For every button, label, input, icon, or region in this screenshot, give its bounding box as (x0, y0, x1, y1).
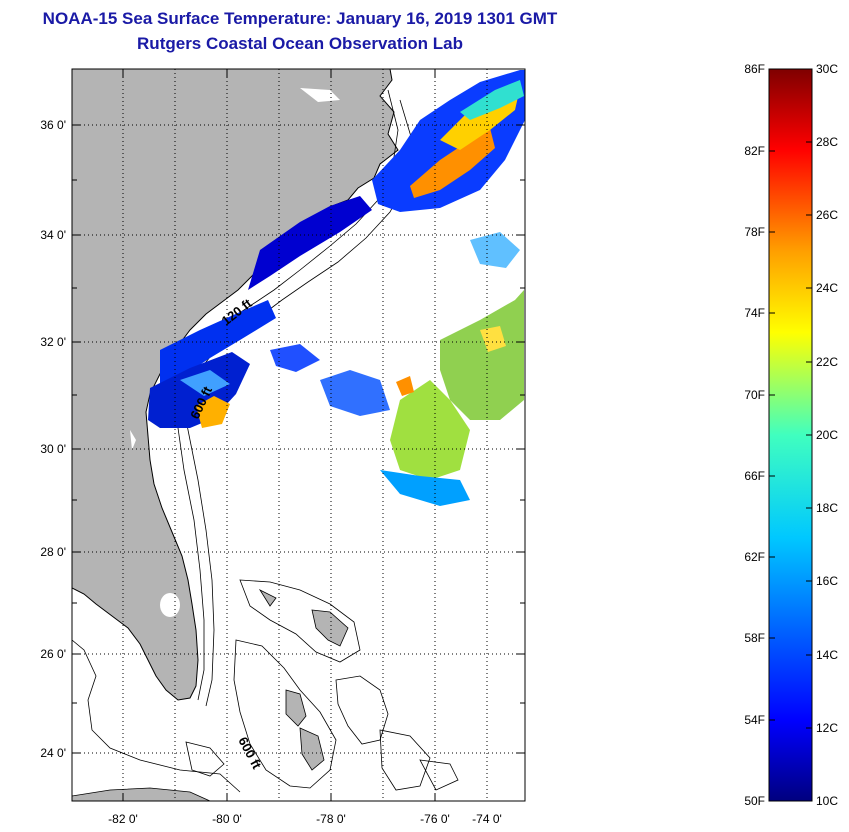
lat-label: 28 0' (40, 545, 66, 559)
latitude-labels: 36 0' 34 0' 32 0' 30 0' 28 0' 26 0' 24 0… (40, 118, 66, 760)
f-label: 50F (744, 794, 765, 808)
lat-label: 24 0' (40, 746, 66, 760)
bahamas-island (299, 727, 325, 771)
lat-label: 32 0' (40, 335, 66, 349)
f-label: 58F (744, 631, 765, 645)
lat-label: 34 0' (40, 228, 66, 242)
f-label: 62F (744, 550, 765, 564)
f-label: 70F (744, 388, 765, 402)
bahamas-island (285, 689, 307, 727)
c-label: 28C (816, 135, 838, 149)
c-label: 16C (816, 574, 838, 588)
colorbar-c-labels: 30C 28C 26C 24C 22C 20C 18C 16C 14C 12C … (816, 62, 838, 808)
lat-label: 36 0' (40, 118, 66, 132)
lake-okeechobee (160, 593, 180, 617)
bahamas-island (311, 609, 349, 647)
map-area: 120 ft 600 ft 600 ft (72, 69, 525, 801)
cuba-island (72, 787, 211, 801)
f-label: 78F (744, 225, 765, 239)
c-label: 22C (816, 355, 838, 369)
lake-shape (130, 430, 136, 450)
f-label: 54F (744, 713, 765, 727)
c-label: 12C (816, 721, 838, 735)
f-label: 86F (744, 62, 765, 76)
f-label: 66F (744, 469, 765, 483)
c-label: 18C (816, 501, 838, 515)
map-frame (71, 68, 526, 802)
colorbar-ticks (769, 141, 812, 729)
sound-shape (300, 88, 340, 102)
map-subtitle: Rutgers Coastal Ocean Observation Lab (137, 34, 463, 53)
lon-label: -80 0' (212, 812, 242, 826)
sst-data (148, 70, 525, 506)
lon-label: -76 0' (420, 812, 450, 826)
longitude-labels: -82 0' -80 0' -78 0' -76 0' -74 0' (108, 812, 502, 826)
f-label: 74F (744, 306, 765, 320)
f-label: 82F (744, 144, 765, 158)
axis-ticks (72, 69, 525, 801)
lat-label: 30 0' (40, 442, 66, 456)
c-label: 20C (816, 428, 838, 442)
lon-label: -82 0' (108, 812, 138, 826)
c-label: 14C (816, 648, 838, 662)
c-label: 30C (816, 62, 838, 76)
colorbar (768, 68, 813, 802)
c-label: 26C (816, 208, 838, 222)
c-label: 24C (816, 281, 838, 295)
c-label: 10C (816, 794, 838, 808)
colorbar-f-labels: 86F 82F 78F 74F 70F 66F 62F 58F 54F 50F (744, 62, 765, 808)
map-title: NOAA-15 Sea Surface Temperature: January… (42, 9, 558, 28)
lat-label: 26 0' (40, 647, 66, 661)
lon-label: -74 0' (472, 812, 502, 826)
lon-label: -78 0' (316, 812, 346, 826)
bahamas-island (258, 589, 277, 607)
